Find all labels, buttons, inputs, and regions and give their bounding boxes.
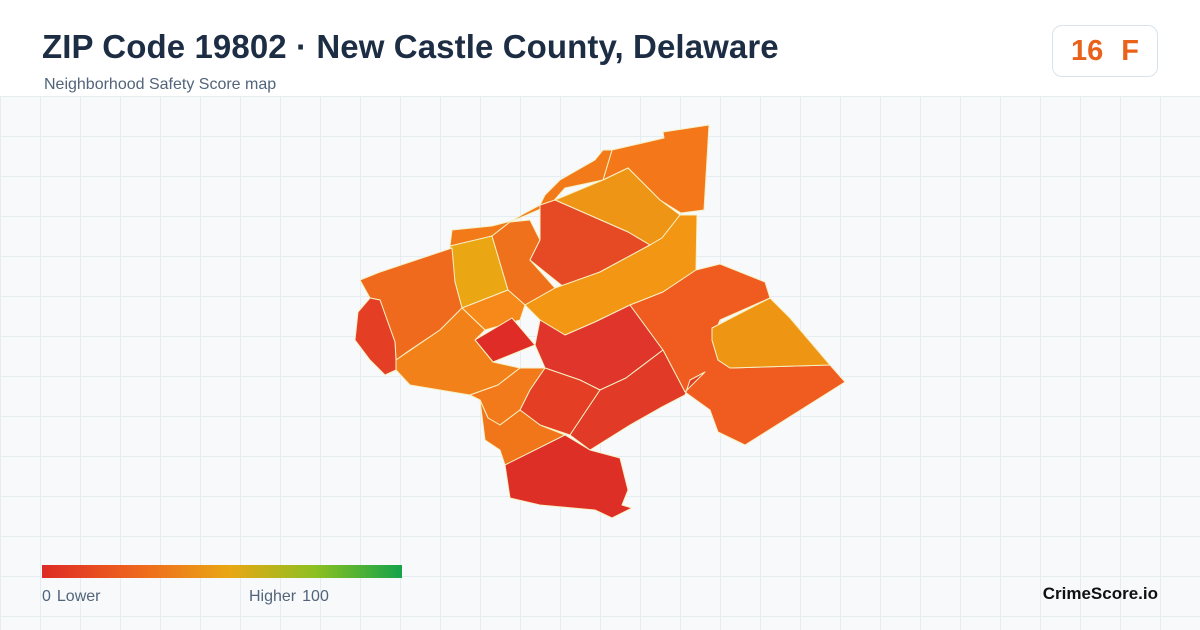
legend-high-value: 100 xyxy=(302,588,329,605)
page-title: ZIP Code 19802 · New Castle County, Dela… xyxy=(42,28,779,65)
brand-logo-text: CrimeScore.io xyxy=(1042,584,1158,603)
legend-low-value: 0 xyxy=(42,588,51,605)
map-regions xyxy=(354,124,846,519)
score-value: 16 xyxy=(1071,34,1104,67)
score-badge: 16 F xyxy=(1052,25,1158,77)
page-subtitle: Neighborhood Safety Score map xyxy=(44,76,277,93)
region-west-red[interactable] xyxy=(354,297,397,376)
region-south-orange[interactable] xyxy=(479,399,566,466)
region-center-orange[interactable] xyxy=(395,307,521,396)
region-east-yellow[interactable] xyxy=(711,297,831,369)
region-south-mid[interactable] xyxy=(519,367,601,436)
header-bar: ZIP Code 19802 · New Castle County, Dela… xyxy=(0,0,1200,96)
legend-gradient-bar xyxy=(42,565,402,578)
region-bottom[interactable] xyxy=(504,434,633,519)
legend-low-label: 0 Lower xyxy=(42,588,100,606)
score-grade: F xyxy=(1121,34,1139,67)
legend-high-label: Higher 100 xyxy=(249,588,329,606)
legend-high-text: Higher xyxy=(249,588,297,605)
legend-low-text: Lower xyxy=(56,588,101,605)
